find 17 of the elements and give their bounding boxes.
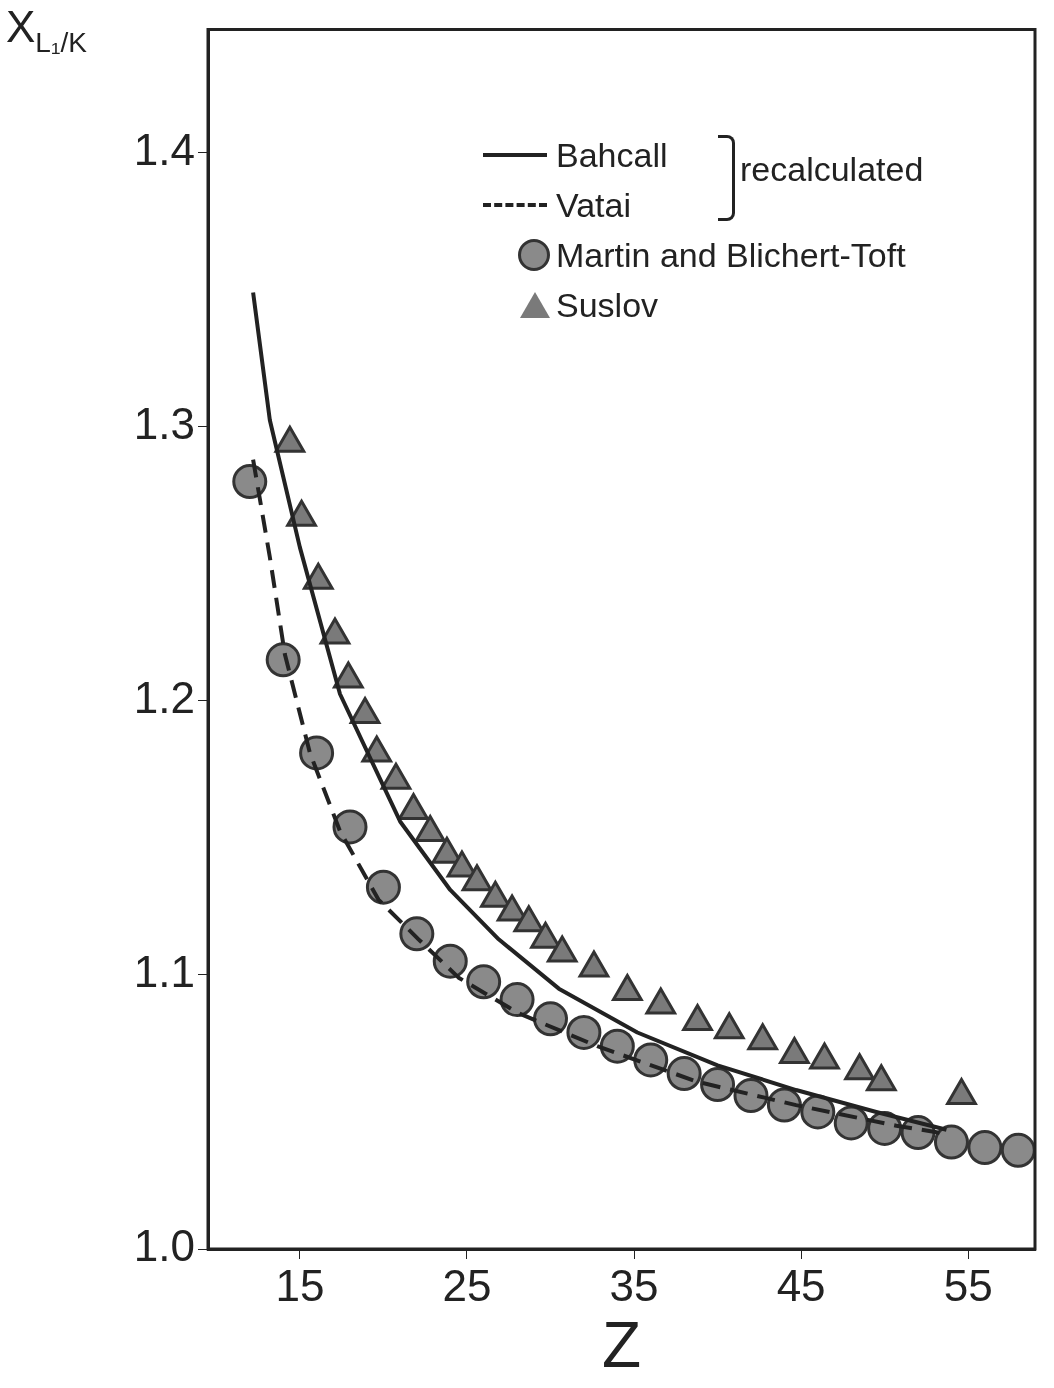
legend-label: Suslov xyxy=(556,285,659,325)
y-axis-title: X$_{L₁/K}$ xyxy=(6,2,87,59)
x-tick-label: 35 xyxy=(609,1260,659,1310)
legend-label: Martin and Blichert-Toft xyxy=(556,235,906,275)
x-tick-label: 55 xyxy=(943,1260,993,1310)
y-tick-label: 1.4 xyxy=(133,124,195,174)
x-tick-label: 45 xyxy=(776,1260,826,1310)
x-tick-label: 15 xyxy=(275,1260,325,1310)
y-tick-label: 1.0 xyxy=(133,1221,195,1271)
x-axis-title: Z xyxy=(601,1309,642,1382)
x-tick-label: 25 xyxy=(442,1260,492,1310)
y-tick-label: 1.2 xyxy=(133,673,195,723)
y-tick-label: 1.1 xyxy=(133,947,195,997)
legend-label: Bahcall xyxy=(556,135,668,175)
legend-label: Vatai xyxy=(556,185,631,225)
y-tick-label: 1.3 xyxy=(133,398,195,448)
annotation: recalculated xyxy=(740,150,924,189)
